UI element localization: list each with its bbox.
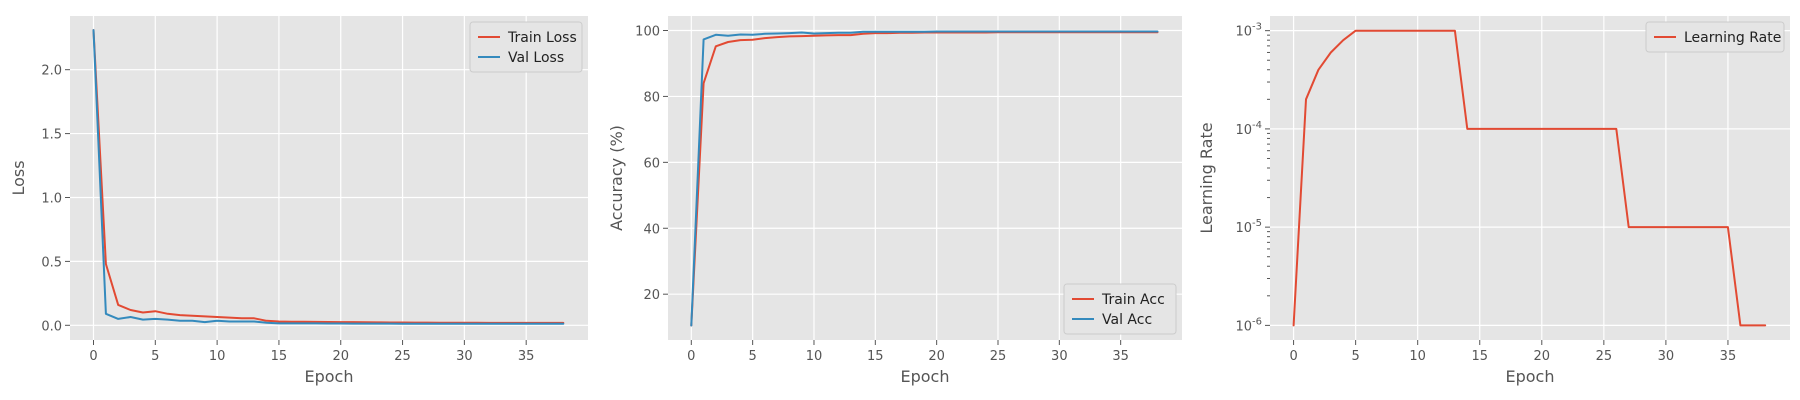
series-line-val-acc bbox=[690, 30, 1159, 327]
legend: Learning Rate bbox=[1645, 21, 1785, 53]
y-tick-label: 20 bbox=[643, 288, 660, 303]
x-tick-label: 5 bbox=[151, 349, 159, 364]
legend-entry: Train Acc bbox=[1101, 292, 1165, 308]
y-tick-label: 80 bbox=[643, 90, 660, 105]
legend-entry: Train Loss bbox=[507, 30, 577, 46]
x-axis-label: Epoch bbox=[901, 367, 950, 386]
y-tick-label: 0.5 bbox=[41, 255, 62, 270]
y-tick-label: 10-3 bbox=[1235, 22, 1262, 40]
x-tick-label: 10 bbox=[806, 349, 823, 364]
x-tick-label: 25 bbox=[1596, 349, 1613, 364]
x-tick-label: 30 bbox=[456, 349, 473, 364]
y-tick-label: 10-6 bbox=[1235, 316, 1262, 334]
x-tick-label: 15 bbox=[867, 349, 884, 364]
x-tick-label: 5 bbox=[749, 349, 757, 364]
y-tick-label: 60 bbox=[643, 156, 660, 171]
y-tick-label: 40 bbox=[643, 222, 660, 237]
y-tick-label: 2.0 bbox=[41, 64, 62, 79]
x-tick-label: 10 bbox=[1409, 349, 1426, 364]
x-tick-label: 25 bbox=[394, 349, 411, 364]
x-tick-label: 35 bbox=[1112, 349, 1129, 364]
y-axis-label: Learning Rate bbox=[1197, 122, 1216, 233]
x-tick-label: 20 bbox=[1534, 349, 1551, 364]
chart-panel-2: 0 5 10 15 20 25 30 35 20 40 60 80 100 Epoch Accuracy (… bbox=[607, 16, 1182, 386]
x-tick-label: 30 bbox=[1051, 349, 1068, 364]
series-line-learning-rate bbox=[1292, 29, 1767, 327]
legend: Train Acc Val Acc bbox=[1063, 283, 1177, 335]
y-tick-label: 0.0 bbox=[41, 319, 62, 334]
chart-panel-3: 0 5 10 15 20 25 30 35 10-6 10-5 10-4 10-3 Epoch Learn… bbox=[1197, 16, 1790, 386]
y-tick-label: 1.5 bbox=[41, 128, 62, 143]
x-tick-label: 10 bbox=[209, 349, 226, 364]
y-axis-label: Loss bbox=[9, 160, 28, 195]
legend-entry: Val Loss bbox=[508, 50, 564, 66]
legend: Train Loss Val Loss bbox=[469, 21, 583, 73]
x-tick-label: 20 bbox=[332, 349, 349, 364]
x-tick-label: 0 bbox=[89, 349, 97, 364]
legend-entry: Val Acc bbox=[1102, 312, 1152, 328]
plot-area bbox=[1270, 16, 1790, 340]
x-tick-label: 35 bbox=[1720, 349, 1737, 364]
y-tick-label: 100 bbox=[635, 25, 660, 40]
y-axis-label: Accuracy (%) bbox=[607, 125, 626, 231]
legend-box bbox=[1063, 283, 1177, 335]
x-tick-label: 15 bbox=[1471, 349, 1488, 364]
x-tick-label: 20 bbox=[928, 349, 945, 364]
series-line-val-loss bbox=[92, 29, 565, 325]
y-tick-label: 10-5 bbox=[1235, 218, 1262, 236]
x-tick-label: 0 bbox=[1289, 349, 1297, 364]
x-tick-label: 15 bbox=[271, 349, 288, 364]
legend-entry: Learning Rate bbox=[1684, 30, 1781, 46]
x-tick-label: 25 bbox=[990, 349, 1007, 364]
x-tick-label: 0 bbox=[687, 349, 695, 364]
chart-panel-1: 0 5 10 15 20 25 30 35 0.0 0.5 1.0 1.5 2.0 Epoch Loss Tr… bbox=[9, 16, 588, 386]
legend-box bbox=[469, 21, 583, 73]
legend-box bbox=[1645, 21, 1785, 53]
y-tick-label: 10-4 bbox=[1235, 120, 1262, 138]
x-axis-label: Epoch bbox=[305, 367, 354, 386]
y-tick-label: 1.0 bbox=[41, 191, 62, 206]
x-tick-label: 35 bbox=[518, 349, 535, 364]
x-tick-label: 5 bbox=[1351, 349, 1359, 364]
x-tick-label: 30 bbox=[1658, 349, 1675, 364]
x-axis-label: Epoch bbox=[1506, 367, 1555, 386]
